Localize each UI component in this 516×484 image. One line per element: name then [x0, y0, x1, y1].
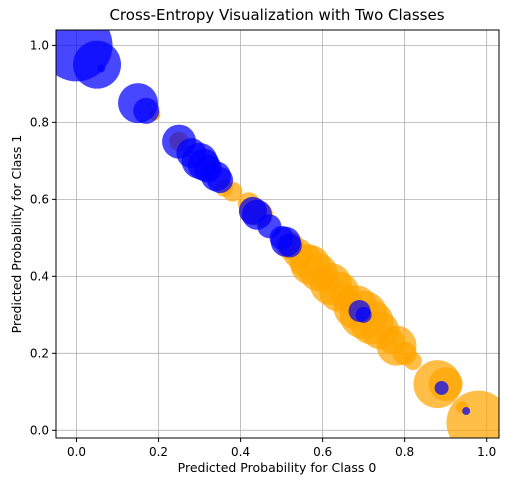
data-point	[462, 407, 471, 416]
x-tick-label: 0.8	[395, 445, 414, 459]
grid	[56, 30, 499, 438]
y-tick-label: 1.0	[30, 38, 49, 52]
data-point	[277, 233, 302, 258]
data-point	[355, 306, 372, 323]
ticks: 0.0 0.2 0.4 0.6 0.8 1.0 0.0 0.2 0.4 0.6 0.8 1.0	[30, 38, 496, 459]
y-tick-label: 0.6	[30, 192, 49, 206]
x-tick-label: 0.4	[231, 445, 250, 459]
x-tick-label: 1.0	[477, 445, 496, 459]
x-axis-label: Predicted Probability for Class 0	[178, 460, 377, 475]
y-tick-label: 0.4	[30, 269, 49, 283]
data-points	[56, 30, 499, 438]
y-tick-label: 0.8	[30, 115, 49, 129]
y-tick-label: 0.2	[30, 346, 49, 360]
data-point	[73, 40, 122, 89]
data-point	[133, 97, 160, 124]
data-point	[97, 64, 106, 73]
x-tick-label: 0.6	[313, 445, 332, 459]
x-tick-label: 0.0	[67, 445, 86, 459]
data-point	[434, 380, 449, 395]
plot-frame	[55, 29, 500, 439]
x-tick-label: 0.2	[149, 445, 168, 459]
y-tick-label: 0.0	[30, 423, 49, 437]
data-point	[207, 167, 234, 194]
y-axis-label: Predicted Probability for Class 1	[9, 135, 24, 334]
chart-title: Cross-Entropy Visualization with Two Cla…	[109, 6, 444, 24]
